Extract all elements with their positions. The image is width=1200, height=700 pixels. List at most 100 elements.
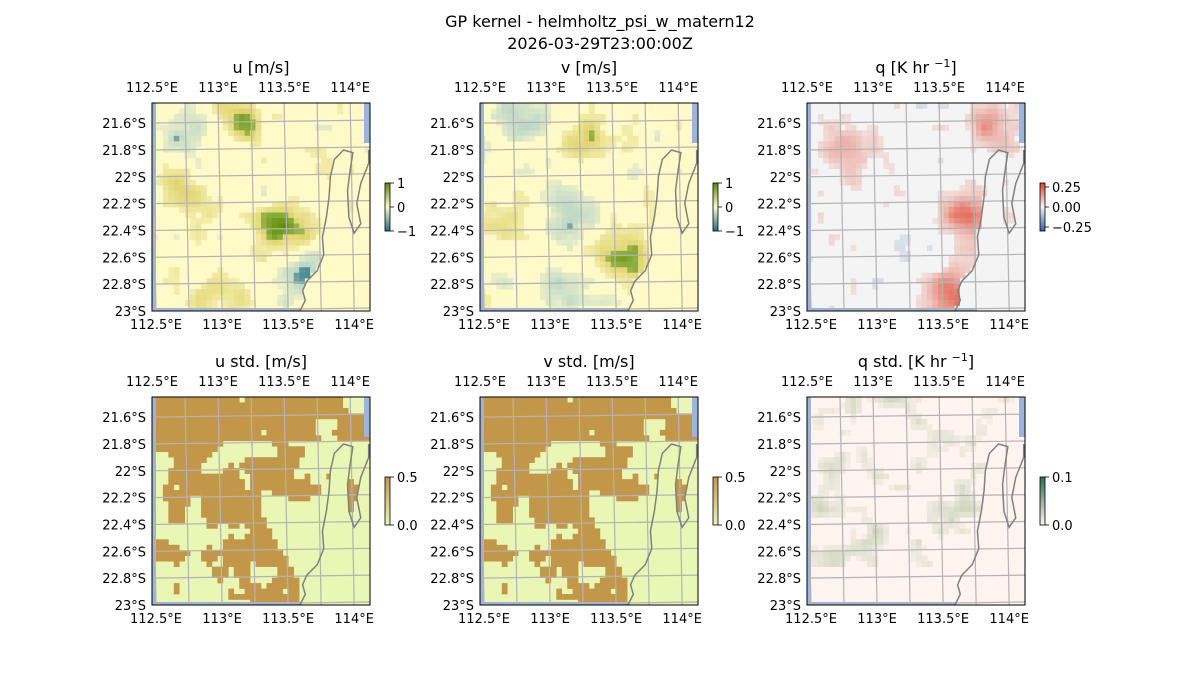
grid-cell — [201, 495, 207, 502]
grid-cell — [823, 130, 830, 137]
grid-cell — [970, 228, 977, 235]
grid-cell — [233, 402, 240, 409]
grid-cell — [621, 234, 628, 241]
grid-cell — [173, 495, 180, 502]
grid-cell — [211, 207, 218, 213]
grid-cell — [959, 451, 966, 458]
grid-cell — [310, 267, 316, 273]
grid-cell — [523, 490, 530, 496]
grid-cell — [877, 397, 884, 403]
grid-cell — [692, 435, 698, 442]
grid-cell — [304, 228, 311, 235]
grid-cell — [162, 141, 169, 148]
grid-cell — [648, 402, 655, 409]
grid-cell — [1008, 152, 1015, 159]
lon-tick-bottom: 114°E — [662, 612, 702, 627]
grid-cell — [621, 446, 628, 453]
lon-tick-top: 112.5°E — [454, 375, 506, 390]
grid-cell — [277, 300, 284, 306]
figure-timestamp: 2026-03-29T23:00:00Z — [507, 34, 693, 53]
lon-tick-bottom: 113°E — [202, 612, 242, 627]
grid-cell — [211, 490, 218, 496]
grid-cell — [550, 424, 557, 431]
grid-cell — [550, 190, 557, 197]
grid-cell — [534, 561, 541, 567]
grid-cell — [589, 424, 595, 431]
grid-cell — [589, 135, 595, 142]
grid-cell — [965, 201, 971, 208]
grid-cell — [485, 228, 492, 235]
grid-cell — [561, 522, 568, 529]
grid-cell — [315, 124, 322, 131]
grid-cell — [594, 135, 601, 142]
grid-cell — [594, 550, 601, 557]
grid-cell — [567, 294, 573, 301]
grid-cell — [179, 473, 185, 480]
grid-cell — [342, 424, 349, 431]
grid-cell — [288, 468, 294, 474]
grid-cell — [550, 217, 557, 224]
grid-cell — [986, 108, 993, 115]
grid-cell — [201, 207, 207, 213]
grid-cell — [266, 239, 273, 246]
grid-cell — [594, 418, 601, 425]
grid-cell — [883, 157, 890, 164]
grid-cell — [162, 544, 169, 551]
grid-cell — [545, 572, 552, 578]
grid-cell — [572, 468, 579, 474]
grid-cell — [572, 577, 579, 584]
grid-cell — [518, 103, 524, 109]
grid-cell — [638, 239, 644, 246]
grid-cell — [1003, 179, 1009, 186]
grid-cell — [529, 397, 535, 403]
grid-cell — [523, 418, 530, 425]
grid-cell — [255, 424, 262, 431]
grid-cell — [556, 501, 563, 507]
grid-cell — [556, 533, 563, 540]
colorbar-tick-label: −1 — [397, 225, 416, 240]
grid-cell — [561, 407, 568, 414]
grid-cell — [937, 533, 944, 540]
grid-cell — [638, 424, 644, 431]
grid-cell — [206, 473, 213, 480]
grid-cell — [910, 402, 917, 409]
grid-cell — [539, 407, 546, 414]
grid-cell — [610, 424, 617, 431]
grid-cell — [239, 544, 245, 551]
grid-cell — [179, 407, 185, 414]
grid-cell — [992, 141, 999, 148]
grid-cell — [823, 550, 830, 557]
grid-cell — [222, 124, 229, 131]
grid-cell — [926, 435, 933, 442]
grid-cell — [310, 212, 316, 219]
grid-cell — [288, 418, 294, 425]
grid-cell — [239, 300, 245, 306]
grid-cell — [567, 594, 573, 600]
grid-cell — [621, 130, 628, 137]
grid-cell — [244, 300, 251, 306]
grid-cell — [195, 402, 202, 409]
grid-cell — [567, 484, 573, 491]
lon-tick-bottom: 113.5°E — [262, 318, 314, 333]
grid-cell — [222, 272, 229, 279]
grid-cell — [501, 223, 508, 230]
grid-cell — [926, 446, 933, 453]
grid-cell — [834, 407, 840, 414]
grid-cell — [638, 245, 644, 252]
grid-cell — [228, 490, 235, 496]
grid-cell — [828, 130, 835, 137]
lat-tick: 22.8°S — [430, 278, 474, 293]
grid-cell — [228, 462, 235, 469]
grid-cell — [605, 402, 612, 409]
grid-cell — [817, 119, 824, 126]
grid-cell — [523, 113, 530, 120]
lat-tick: 22°S — [770, 171, 801, 186]
grid-cell — [168, 267, 175, 273]
grid-cell — [261, 424, 267, 431]
lon-tick-bottom: 112.5°E — [458, 318, 510, 333]
grid-cell — [168, 424, 175, 431]
grid-cell — [959, 223, 966, 230]
grid-cell — [567, 462, 573, 469]
meridian-line — [872, 103, 878, 311]
grid-cell — [228, 418, 235, 425]
